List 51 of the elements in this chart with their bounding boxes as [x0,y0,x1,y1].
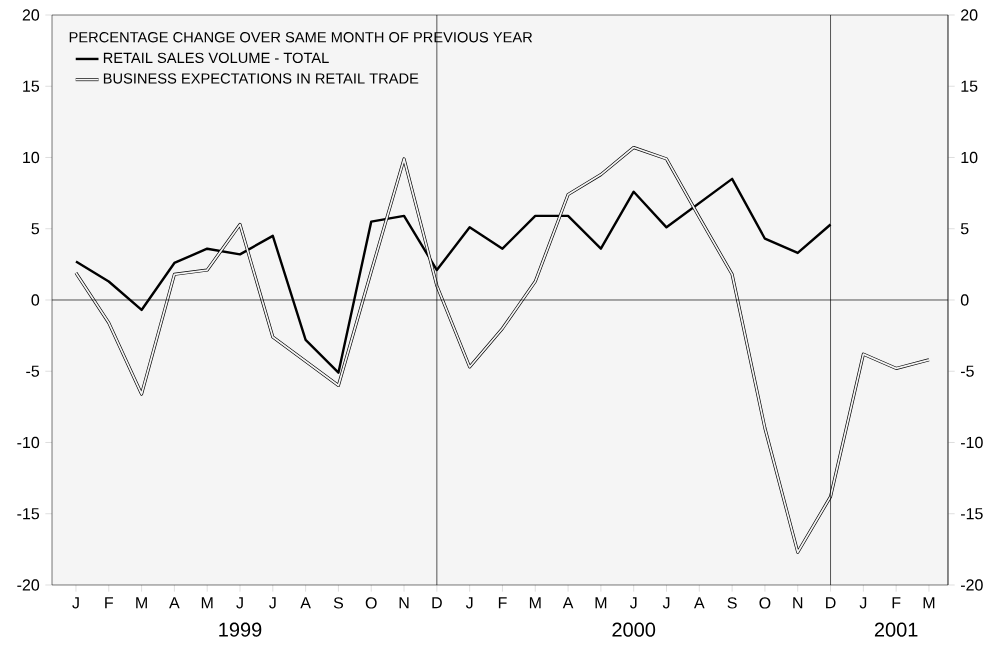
x-tick-label: F [892,597,901,609]
x-tick-label: A [300,597,311,609]
x-tick-label: N [793,597,803,609]
x-tick-label: O [759,597,771,609]
x-tick-label: D [826,597,836,609]
x-tick-label: D [432,597,442,609]
y2-tick-label: 20 [961,9,978,21]
x-tick-label: J [465,597,473,609]
text: 2001 [874,622,918,637]
y2-tick-label: -10 [960,436,983,449]
x-tick-label: S [333,597,344,609]
y2-tick-label: -20 [960,579,983,591]
y-tick-label: -15 [17,508,40,520]
x-tick-label: F [498,597,507,609]
y-tick-label: -20 [17,579,40,591]
text: 1999 [219,622,262,637]
x-tick-label: M [201,597,213,609]
x-tick-label: O [365,597,377,609]
x-tick-label: J [269,597,276,609]
x-tick-label: J [662,597,670,609]
y-tick-label: 10 [23,151,40,164]
x-tick-label: J [859,597,867,609]
x-tick-label: M [923,597,935,609]
y-tick-label: 0 [31,294,40,306]
y2-tick-label: -15 [960,508,983,520]
y2-tick-label: 5 [960,223,969,235]
y2-tick-label: 0 [960,294,969,306]
y-tick-label: 20 [22,9,40,21]
x-tick-label: A [694,597,705,609]
y-tick-label: 15 [23,80,40,92]
legend-label: RETAIL SALES VOLUME - TOTAL [103,52,329,64]
x-tick-label: M [529,597,541,609]
x-tick-label: S [727,597,737,609]
y-tick-label: -5 [26,365,40,377]
x-tick-label: M [595,597,607,609]
x-tick-label: F [105,597,114,609]
y-tick-label: -10 [17,436,40,449]
y2-tick-label: -5 [960,365,974,377]
y-tick-label: 5 [31,223,40,235]
x-tick-label: A [562,597,574,609]
x-tick-label: J [236,597,243,609]
y2-tick-label: 15 [961,80,978,92]
text: 2000 [612,622,656,637]
x-tick-label: N [399,597,409,609]
x-tick-label: M [136,597,147,609]
x-tick-label: J [629,597,637,609]
legend-title: PERCENTAGE CHANGE OVER SAME MONTH OF PREVIOUS YEAR [69,32,533,43]
y2-tick-label: 10 [961,151,978,164]
x-tick-label: J [72,597,79,609]
legend-label: BUSINESS EXPECTATIONS IN RETAIL TRADE [103,73,419,84]
x-tick-label: A [169,597,180,609]
